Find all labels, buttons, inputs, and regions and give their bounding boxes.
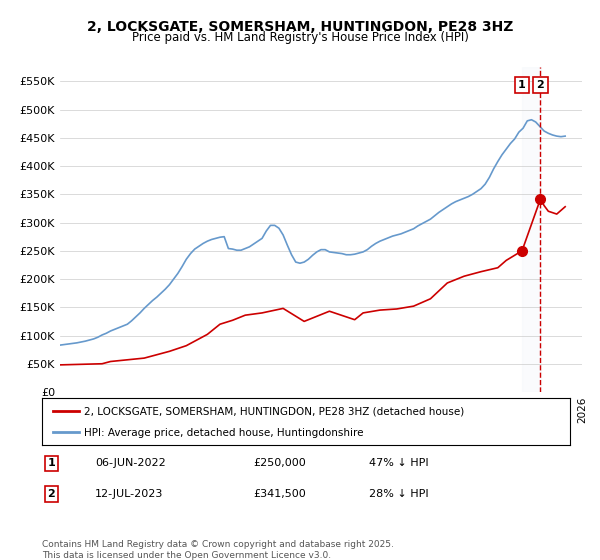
Text: 2: 2 [536,80,544,90]
Text: 47% ↓ HPI: 47% ↓ HPI [370,459,429,468]
Text: £250,000: £250,000 [253,459,306,468]
Text: 2, LOCKSGATE, SOMERSHAM, HUNTINGDON, PE28 3HZ (detached house): 2, LOCKSGATE, SOMERSHAM, HUNTINGDON, PE2… [84,407,464,417]
Text: Price paid vs. HM Land Registry's House Price Index (HPI): Price paid vs. HM Land Registry's House … [131,31,469,44]
Text: 28% ↓ HPI: 28% ↓ HPI [370,489,429,499]
Text: Contains HM Land Registry data © Crown copyright and database right 2025.
This d: Contains HM Land Registry data © Crown c… [42,540,394,560]
Text: 06-JUN-2022: 06-JUN-2022 [95,459,166,468]
Text: 1: 1 [518,80,526,90]
Text: 12-JUL-2023: 12-JUL-2023 [95,489,163,499]
Text: HPI: Average price, detached house, Huntingdonshire: HPI: Average price, detached house, Hunt… [84,428,364,438]
Text: £341,500: £341,500 [253,489,306,499]
Text: 2, LOCKSGATE, SOMERSHAM, HUNTINGDON, PE28 3HZ: 2, LOCKSGATE, SOMERSHAM, HUNTINGDON, PE2… [87,20,513,34]
Text: 1: 1 [47,459,55,468]
Text: 2: 2 [47,489,55,499]
Bar [522,67,541,392]
